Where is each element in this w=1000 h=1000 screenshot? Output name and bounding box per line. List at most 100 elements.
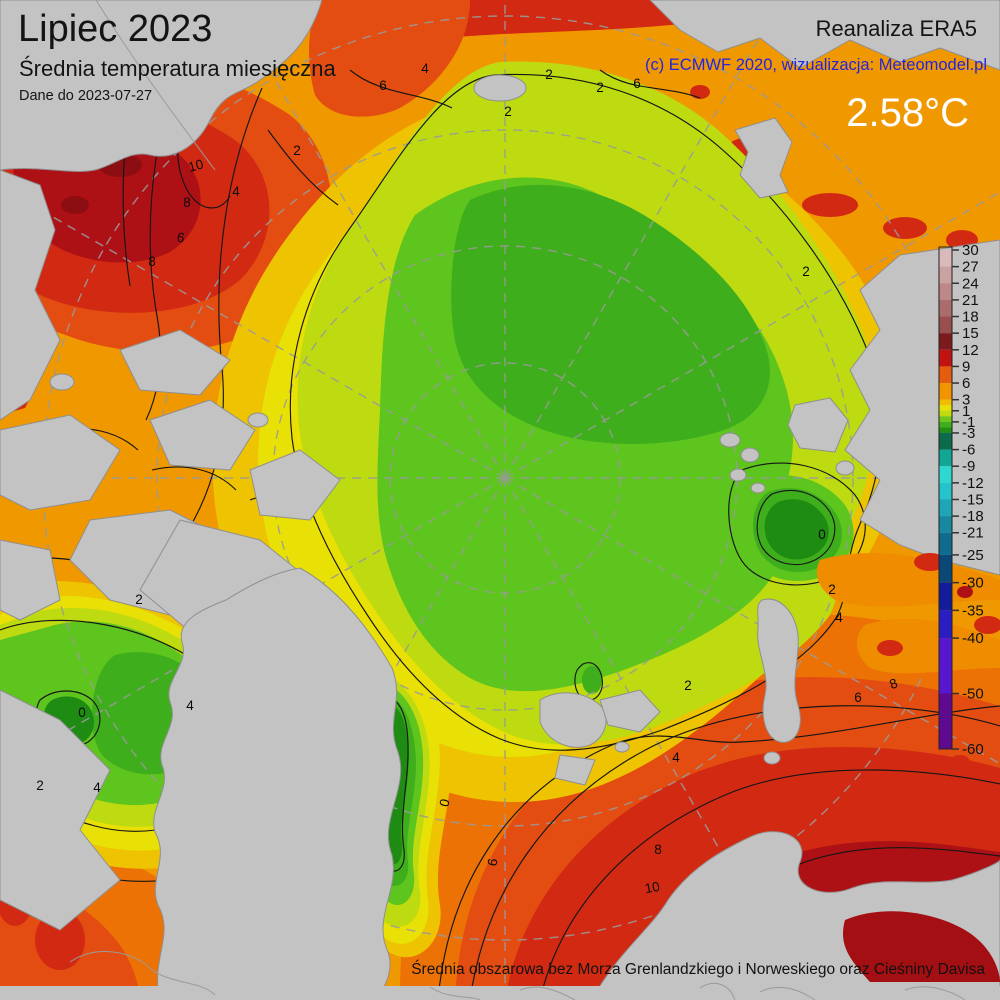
contour-label: 2 [684, 678, 692, 693]
contour-label: 6 [854, 690, 862, 705]
contour-label: 8 [148, 254, 156, 269]
colorbar-tick-label: 9 [962, 358, 970, 375]
inlet-seas [0, 552, 1000, 1000]
contour-label: 10 [187, 156, 205, 174]
colorbar-tick-label: 1 [962, 403, 970, 420]
colorbar-frame [938, 246, 953, 750]
colorbar-segment [939, 283, 952, 300]
colorbar-segment [939, 250, 952, 267]
land-new-siberian-islands [734, 117, 793, 199]
contour-label: 6 [633, 76, 641, 91]
colorbar-tick-label: -15 [962, 491, 984, 508]
land-greenland [153, 567, 402, 1000]
baltic-coastlines [69, 951, 966, 1000]
contour-label: 0 [436, 797, 452, 808]
contour-label: 2 [828, 582, 836, 597]
colorbar-segment [939, 405, 952, 411]
contour-label: 2 [802, 264, 810, 279]
colorbar-segment [939, 482, 952, 500]
colorbar-segment [939, 638, 952, 694]
land-svalbard [539, 689, 661, 786]
colorbar-tick-label: -50 [962, 686, 984, 703]
colorbar-segment [939, 416, 952, 422]
colorbar-tick-label: 21 [962, 292, 979, 309]
colorbar-tick-label: -12 [962, 475, 984, 492]
colorbar-segment [939, 383, 952, 400]
page-title: Lipiec 2023 [18, 8, 213, 50]
colorbar-segment [939, 554, 952, 583]
colorbar-tick-label: 27 [962, 259, 979, 276]
page-subtitle: Średnia temperatura miesięczna [19, 56, 336, 81]
land-wrangel-island [473, 74, 527, 102]
colorbar-segment [939, 299, 952, 317]
contour-label: 10 [644, 879, 661, 896]
area-mean-value: 2.58°C [846, 91, 969, 135]
colorbar-segment [939, 532, 952, 555]
footer-caption: Średnia obszarowa bez Morza Grenlandzkie… [411, 961, 985, 978]
land-baffin-island [0, 689, 121, 931]
contour-label: 6 [176, 230, 186, 246]
colorbar-segment [939, 499, 952, 517]
colorbar-tick-label: -40 [962, 630, 984, 647]
data-cutoff-note: Dane do 2023-07-27 [19, 88, 153, 104]
contour-label: 0 [818, 527, 826, 542]
land-franz-josef [719, 432, 766, 494]
contour-label: 8 [654, 842, 662, 857]
colorbar-segment [939, 466, 952, 483]
colorbar-tick-label: -6 [962, 442, 975, 459]
contour-label: 2 [36, 778, 44, 793]
contour-label: 2 [545, 67, 553, 82]
colorbar-tick-label: -21 [962, 525, 984, 542]
credit-line: (c) ECMWF 2020, wizualizacja: Meteomodel… [644, 56, 987, 74]
colorbar-segment [939, 432, 952, 450]
colorbar-segment [939, 582, 952, 611]
land-severnaya-zemlya [787, 397, 849, 453]
land-chukotka [0, 0, 323, 172]
colorbar-tick-label: 6 [962, 375, 970, 392]
reanalysis-label: Reanaliza ERA5 [815, 16, 977, 41]
colorbar-tick-label: 24 [962, 275, 979, 292]
colorbar-tick-label: -25 [962, 547, 984, 564]
colorbar-tick-label: -9 [962, 458, 975, 475]
colorbar-tick-label: 30 [962, 242, 979, 259]
contour-label: 4 [672, 750, 680, 765]
colorbar-segment [939, 427, 952, 433]
contour-label: 8 [183, 195, 191, 210]
colorbar-segment [939, 449, 952, 467]
colorbar-tick-label: -18 [962, 508, 984, 525]
contour-label: 2 [596, 80, 604, 95]
contour-label: 6 [485, 857, 501, 867]
land-novaya-zemlya [757, 598, 801, 743]
colorbar-tick-label: 3 [962, 392, 970, 409]
colorbar-tick-label: -3 [962, 425, 975, 442]
colorbar-segment [939, 516, 952, 533]
colorbar-segment [939, 399, 952, 406]
land-alaska-edge [0, 169, 61, 421]
colorbar-tick-label: 12 [962, 342, 979, 359]
colorbar-segment [939, 266, 952, 284]
contour-label: 4 [421, 61, 429, 76]
colorbar-segment [939, 366, 952, 384]
contour-label: 4 [186, 698, 194, 713]
colorbar-tick-label: 15 [962, 325, 979, 342]
contour-label: 2 [135, 592, 143, 607]
contour-label: 2 [293, 143, 301, 158]
colorbar-segment [939, 421, 952, 428]
contour-label: 6 [379, 78, 387, 93]
contour-label: 4 [232, 184, 240, 199]
colorbar-segment [939, 316, 952, 334]
colorbar-tick-label: -30 [962, 575, 984, 592]
colorbar-segment [939, 349, 952, 367]
colorbar-tick-label: -60 [962, 741, 984, 758]
land-siberia-coast [649, 0, 1000, 71]
colorbar-segment [939, 333, 952, 350]
colorbar-segment [939, 693, 952, 749]
contour-label: 0 [78, 705, 86, 720]
colorbar-tick-label: 18 [962, 309, 979, 326]
contour-label: 2 [504, 104, 512, 119]
